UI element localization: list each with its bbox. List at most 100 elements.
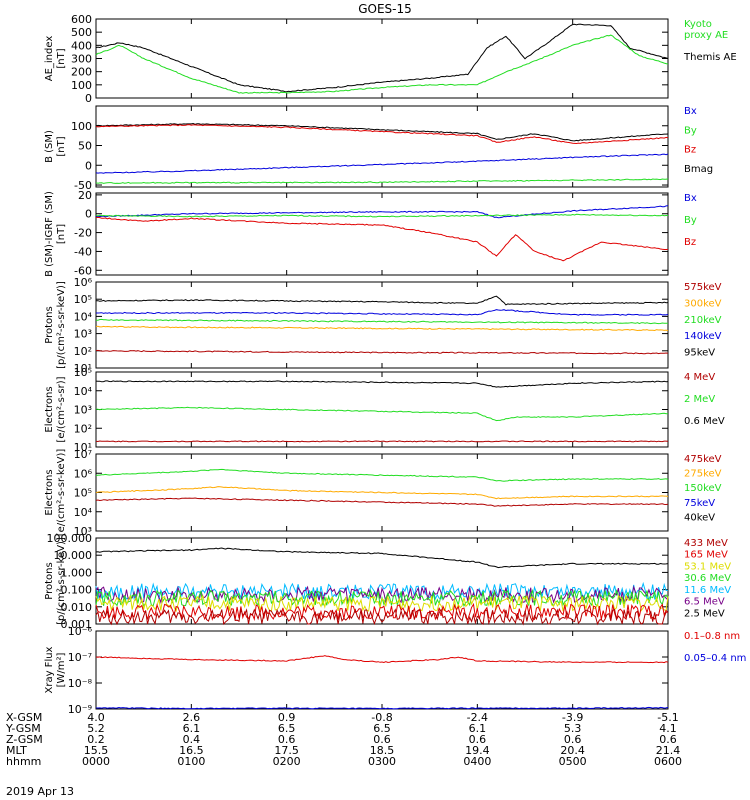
y-tick-label: 10⁻⁷ [68,651,92,664]
legend-entry: 11.6 MeV [684,585,731,596]
legend-entry: proxy AE [684,30,728,41]
y-tick-label: 0.100 [61,584,93,597]
x-info-value: -3.9 [562,711,583,724]
x-info-value: 0.6 [564,733,582,746]
x-info-value: 0400 [463,755,491,768]
x-info-value: 0.4 [183,733,201,746]
x-info-value: 21.4 [656,744,681,757]
x-info-label: X-GSM [6,711,42,724]
legend-entry: 0.1–0.8 nm [684,631,740,642]
x-info-value: -0.8 [371,711,392,724]
y-tick-label: -60 [74,264,92,277]
y-tick-label: -40 [74,245,92,258]
legend-entry: 150keV [684,483,722,494]
series-line [95,440,669,443]
series-line [95,34,669,94]
y-tick-label: 300 [71,53,92,66]
panel-frame [95,192,669,276]
legend-entry: 140keV [684,331,722,342]
panel-frame [95,630,669,710]
y-tick-label: 10⁻⁸ [68,677,93,690]
y-tick-label: 400 [71,39,92,52]
y-tick-label: 10.000 [54,549,93,562]
series-line [95,655,669,664]
y-tick-label: 1.000 [61,566,93,579]
series-line [95,216,669,262]
x-axis-block: X-GSM 4.0 2.6 0.9 -0.8 -2.4 -3.9 -5.1 Y-GSM 5.2 6.… [5,711,682,768]
y-axis-label: Protons [44,306,55,343]
y-tick-label: 10² [74,345,92,358]
legend-entry: 40keV [684,512,715,523]
y-axis-label: B (SM) [44,130,55,163]
series-line [95,585,669,605]
legend-entry: 475keV [684,454,722,465]
y-axis-label: B (SM)-IGRF (SM) [44,191,55,277]
x-info-value: 0.6 [278,733,296,746]
y-tick-label: 0.010 [61,601,93,614]
series-line [95,588,669,607]
legend-entry: 30.6 MeV [684,573,731,584]
series-line [95,349,669,355]
x-info-value: 16.5 [179,744,204,757]
y-tick-label: 500 [71,26,92,39]
series-line [96,309,669,316]
x-info-value: 0.2 [87,733,105,746]
x-info-value: 0200 [273,755,301,768]
legend-entry: 2.5 MeV [684,608,725,619]
legend-entry: 575keV [684,282,722,293]
y-tick-label: 100 [71,120,92,133]
y-axis-label: [e/(cm²-s-sr-keV)] [56,449,67,537]
y-tick-label: 20 [78,189,92,202]
legend-entry: 300keV [684,298,722,309]
y-axis-label: [W/m²] [56,652,67,687]
y-tick-label: 10³ [74,525,92,538]
series-line [95,124,669,145]
x-info-value: -5.1 [657,711,678,724]
legend-entry: Bx [684,106,697,117]
y-tick-label: 10⁴ [74,310,93,323]
legend-entry: 4 MeV [684,372,715,383]
y-tick-label: 0 [85,92,92,105]
y-axis-label: [p/(cm²-s-sr-keV)] [56,537,67,625]
x-info-value: 4.0 [87,711,105,724]
y-axis-label: AE_index [44,36,55,82]
panel-frame [95,18,669,99]
legend-entry: 75keV [684,498,715,509]
series-line [95,23,669,93]
panel-3: -60 -40 -20 0 20 B (SM)-IGRF (SM) [nT] Bx By Bz [44,189,697,277]
panel-frame [95,371,669,448]
panel-2: -50 0 50 100 B (SM) [nT] Bx By Bz Bmag [44,105,713,192]
y-axis-label: Electrons [44,469,55,515]
y-tick-label: -20 [74,227,92,240]
x-info-value: -2.4 [467,711,488,724]
y-tick-label: 50 [78,140,92,153]
series-line [95,406,669,422]
y-tick-label: 10⁵ [74,487,92,500]
legend-entry: 6.5 MeV [684,597,725,608]
x-info-value: 5.3 [564,722,582,735]
date-label: 2019 Apr 13 [6,785,74,798]
series-line [95,602,669,622]
legend-entry: 53.1 MeV [684,561,731,572]
y-axis-label: [nT] [56,136,67,156]
legend-entry: 210keV [684,315,722,326]
y-axis-label: [e/(cm²-s-sr)] [56,376,67,442]
y-tick-label: 10¹ [74,362,92,375]
series-line [95,486,669,500]
y-axis-label: Xray Flux [44,646,55,693]
legend-entry: 0.05–0.4 nm [684,653,746,664]
y-tick-label: 10⁶ [74,276,93,289]
y-tick-label: 10² [74,422,92,435]
y-tick-label: 10³ [74,404,92,417]
x-info-label: Z-GSM [6,733,43,746]
y-axis-label: [nT] [56,48,67,68]
panel-frame [95,105,669,188]
x-info-value: 0300 [368,755,396,768]
series-line [95,607,669,626]
y-tick-label: 10⁶ [74,467,93,480]
series-line [95,468,669,482]
x-info-value: 15.5 [84,744,109,757]
